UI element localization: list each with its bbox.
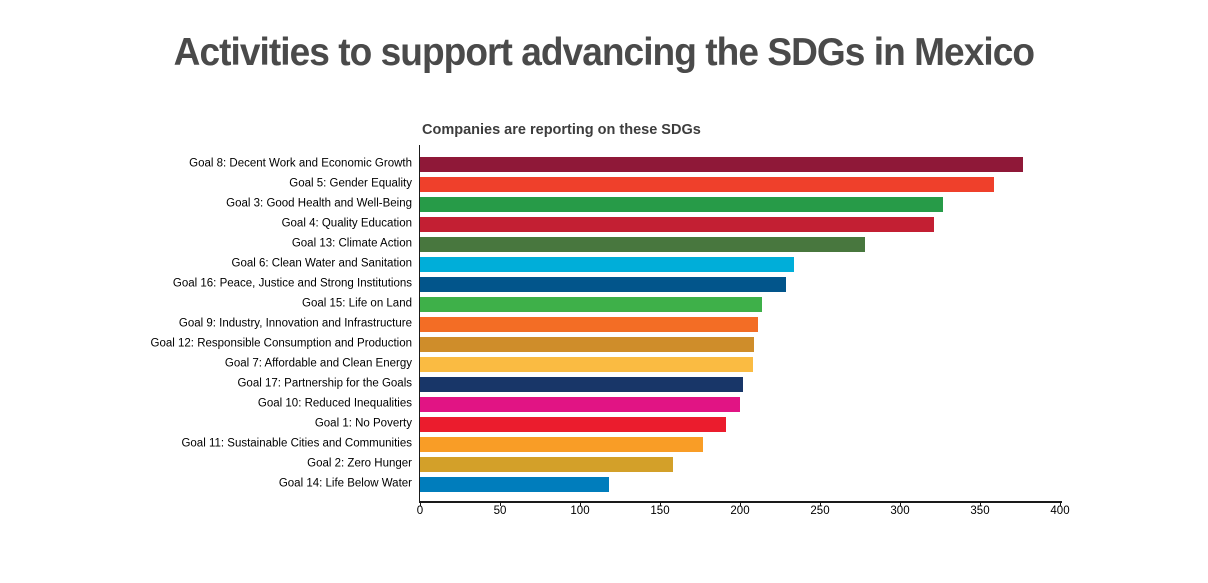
x-tick-label-350: 350: [970, 505, 990, 517]
y-label-goal-6: Goal 6: Clean Water and Sanitation: [231, 257, 413, 270]
page-title-text: Activities to support advancing the SDGs…: [173, 31, 1035, 74]
y-label-goal-3: Goal 3: Good Health and Well-Being: [226, 197, 412, 210]
x-tick-label-150: 150: [650, 505, 670, 517]
x-tick-label-300: 300: [890, 505, 910, 517]
x-tick-mark-150: [659, 502, 661, 506]
y-label-goal-14: Goal 14: Life Below Water: [278, 477, 412, 490]
bar-goal-3: [420, 196, 944, 212]
bar-goal-9: [420, 316, 758, 332]
y-label-goal-15: Goal 15: Life on Land: [302, 297, 412, 310]
y-label-goal-13: Goal 13: Climate Action: [291, 237, 412, 250]
bar-goal-11: [420, 436, 704, 452]
y-label-goal-1: Goal 1: No Poverty: [314, 417, 412, 430]
y-label-goal-16: Goal 16: Peace, Justice and Strong Insti…: [172, 277, 412, 290]
y-label-goal-17: Goal 17: Partnership for the Goals: [237, 377, 412, 390]
y-label-goal-7: Goal 7: Affordable and Clean Energy: [224, 357, 412, 370]
y-label-goal-9: Goal 9: Industry, Innovation and Infrast…: [178, 317, 412, 330]
bar-goal-14: [420, 476, 609, 492]
x-tick-label-0: 0: [416, 505, 424, 517]
x-tick-mark-50: [499, 502, 501, 506]
bar-goal-5: [420, 176, 995, 192]
x-tick-mark-400: [1059, 502, 1061, 506]
x-tick-mark-250: [819, 502, 821, 506]
bar-goal-17: [420, 376, 744, 392]
bar-goal-8: [420, 156, 1024, 172]
x-tick-label-100: 100: [570, 505, 590, 517]
bar-goal-15: [420, 296, 763, 312]
x-tick-mark-0: [419, 502, 421, 506]
bar-goal-1: [420, 416, 726, 432]
y-label-goal-12: Goal 12: Responsible Consumption and Pro…: [150, 337, 412, 350]
bar-goal-6: [420, 256, 795, 272]
plot-area: [420, 147, 1060, 501]
x-tick-label-250: 250: [810, 505, 830, 517]
bar-goal-16: [420, 276, 787, 292]
bar-goal-13: [420, 236, 865, 252]
page-title: Activities to support advancing the SDGs…: [0, 30, 1208, 76]
x-axis-line: [418, 501, 1062, 503]
x-tick-mark-300: [899, 502, 901, 506]
y-label-goal-11: Goal 11: Sustainable Cities and Communit…: [181, 437, 412, 450]
y-label-goal-10: Goal 10: Reduced Inequalities: [257, 397, 412, 410]
y-label-goal-4: Goal 4: Quality Education: [281, 217, 412, 230]
bar-goal-10: [420, 396, 740, 412]
chart-title: Companies are reporting on these SDGs: [422, 122, 701, 138]
x-tick-label-400: 400: [1050, 505, 1070, 517]
y-axis-line: [418, 145, 420, 502]
x-tick-label-200: 200: [730, 505, 750, 517]
bar-goal-2: [420, 456, 673, 472]
x-tick-mark-350: [979, 502, 981, 506]
y-label-goal-8: Goal 8: Decent Work and Economic Growth: [189, 157, 412, 170]
bar-goal-4: [420, 216, 934, 232]
bar-goal-12: [420, 336, 755, 352]
x-tick-mark-200: [739, 502, 741, 506]
x-tick-label-50: 50: [493, 505, 507, 517]
bar-goal-7: [420, 356, 753, 372]
y-label-goal-5: Goal 5: Gender Equality: [289, 177, 412, 190]
y-label-goal-2: Goal 2: Zero Hunger: [307, 457, 412, 470]
x-tick-mark-100: [579, 502, 581, 506]
